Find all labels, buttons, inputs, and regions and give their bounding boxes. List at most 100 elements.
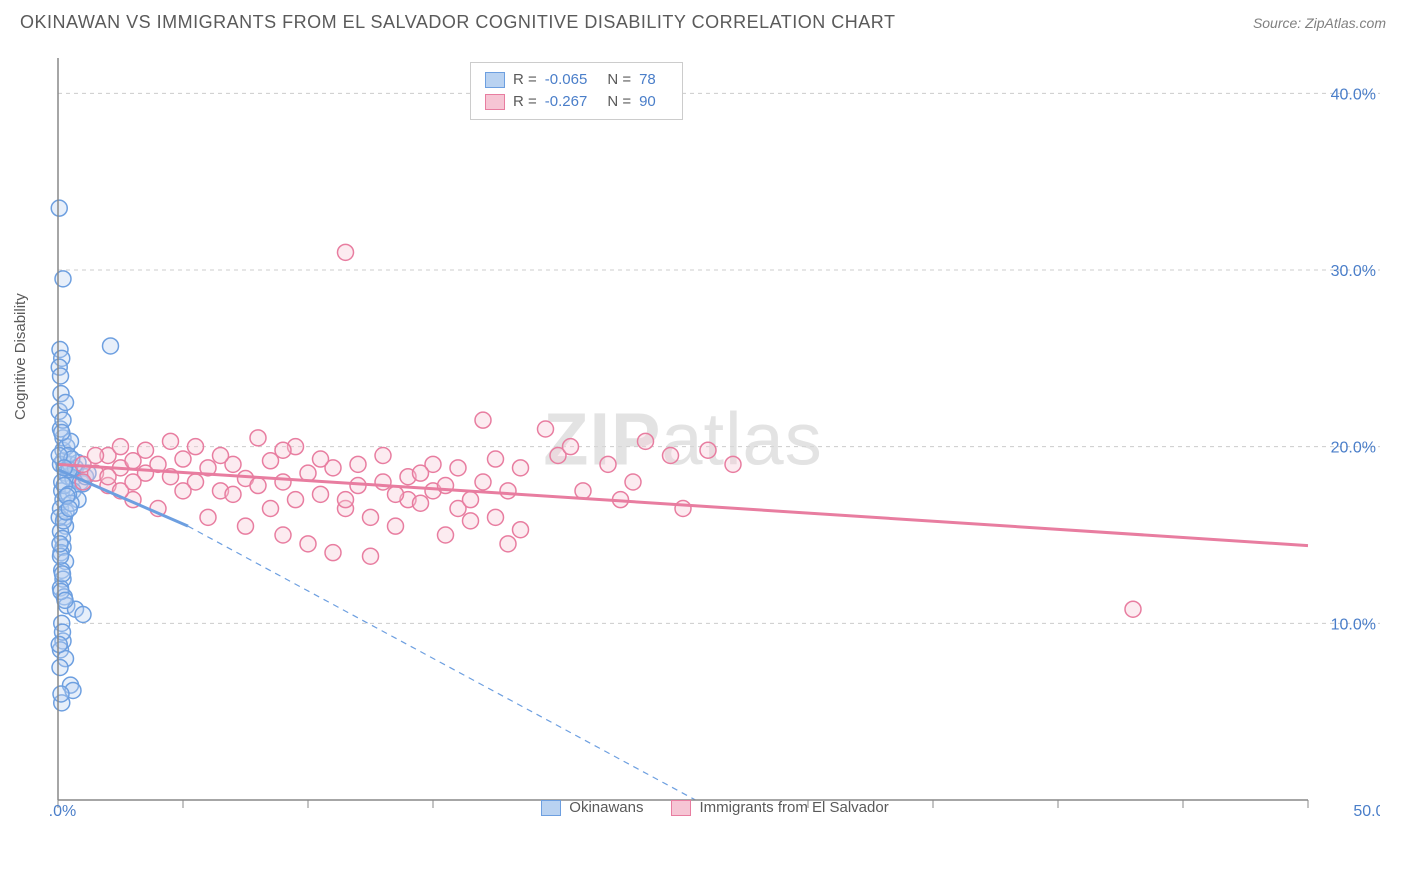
data-point: [450, 460, 466, 476]
correlation-row: R = -0.065 N = 78: [485, 69, 668, 91]
y-tick-label: 10.0%: [1331, 616, 1376, 633]
data-point: [75, 607, 91, 623]
data-point: [313, 451, 329, 467]
data-point: [538, 421, 554, 437]
data-point: [125, 474, 141, 490]
data-point: [663, 448, 679, 464]
data-point: [238, 518, 254, 534]
data-point: [600, 456, 616, 472]
source-attribution: Source: ZipAtlas.com: [1253, 15, 1386, 31]
r-label: R =: [513, 69, 537, 91]
n-label: N =: [607, 91, 631, 113]
y-tick-label: 40.0%: [1331, 86, 1376, 103]
data-point: [388, 518, 404, 534]
data-point: [53, 368, 69, 384]
data-point: [413, 465, 429, 481]
data-point: [175, 451, 191, 467]
legend-item: Immigrants from El Salvador: [671, 799, 888, 816]
legend-item: Okinawans: [541, 799, 643, 816]
series-swatch: [671, 800, 691, 816]
data-point: [388, 486, 404, 502]
data-point: [575, 483, 591, 499]
data-point: [250, 430, 266, 446]
data-point: [488, 509, 504, 525]
data-point: [725, 456, 741, 472]
data-point: [500, 483, 516, 499]
data-point: [175, 483, 191, 499]
correlation-row: R = -0.267 N = 90: [485, 91, 668, 113]
legend-label: Immigrants from El Salvador: [699, 799, 888, 816]
data-point: [200, 509, 216, 525]
legend-label: Okinawans: [569, 799, 643, 816]
data-point: [100, 469, 116, 485]
data-point: [263, 501, 279, 517]
data-point: [250, 478, 266, 494]
trend-extrapolation: [188, 526, 696, 800]
chart-title: OKINAWAN VS IMMIGRANTS FROM EL SALVADOR …: [20, 12, 895, 33]
data-point: [375, 448, 391, 464]
data-point: [363, 509, 379, 525]
series-swatch: [485, 94, 505, 110]
data-point: [88, 448, 104, 464]
data-point: [188, 439, 204, 455]
data-point: [275, 527, 291, 543]
data-point: [438, 527, 454, 543]
data-point: [463, 492, 479, 508]
data-point: [625, 474, 641, 490]
source-link[interactable]: ZipAtlas.com: [1305, 15, 1386, 31]
data-point: [488, 451, 504, 467]
data-point: [563, 439, 579, 455]
data-point: [58, 395, 74, 411]
watermark: ZIPatlas: [543, 397, 822, 480]
data-point: [475, 412, 491, 428]
data-point: [55, 566, 71, 582]
y-tick-label: 20.0%: [1331, 440, 1376, 457]
series-legend: Okinawans Immigrants from El Salvador: [50, 799, 1380, 816]
data-point: [103, 338, 119, 354]
data-point: [53, 686, 69, 702]
data-point: [52, 536, 68, 552]
y-tick-label: 30.0%: [1331, 263, 1376, 280]
data-point: [52, 660, 68, 676]
data-point: [375, 474, 391, 490]
data-point: [213, 448, 229, 464]
n-value: 78: [639, 69, 656, 91]
data-point: [350, 456, 366, 472]
data-point: [463, 513, 479, 529]
data-point: [513, 460, 529, 476]
data-point: [700, 442, 716, 458]
data-point: [275, 474, 291, 490]
data-point: [1125, 601, 1141, 617]
r-label: R =: [513, 91, 537, 113]
correlation-legend: R = -0.065 N = 78 R = -0.267 N = 90: [470, 62, 683, 120]
data-point: [61, 501, 77, 517]
series-swatch: [485, 72, 505, 88]
data-point: [288, 492, 304, 508]
data-point: [275, 442, 291, 458]
data-point: [675, 501, 691, 517]
data-point: [225, 486, 241, 502]
chart-area: 10.0%20.0%30.0%40.0%ZIPatlas0.0%50.0% R …: [50, 58, 1380, 818]
data-point: [338, 492, 354, 508]
r-value: -0.267: [545, 91, 588, 113]
data-point: [513, 522, 529, 538]
data-point: [500, 536, 516, 552]
data-point: [638, 433, 654, 449]
data-point: [313, 486, 329, 502]
data-point: [475, 474, 491, 490]
data-point: [338, 244, 354, 260]
data-point: [413, 495, 429, 511]
data-point: [325, 545, 341, 561]
data-point: [54, 425, 70, 441]
data-point: [138, 442, 154, 458]
series-swatch: [541, 800, 561, 816]
n-label: N =: [607, 69, 631, 91]
y-axis-label: Cognitive Disability: [12, 293, 29, 420]
data-point: [163, 433, 179, 449]
n-value: 90: [639, 91, 656, 113]
data-point: [363, 548, 379, 564]
data-point: [113, 439, 129, 455]
r-value: -0.065: [545, 69, 588, 91]
data-point: [57, 592, 73, 608]
data-point: [51, 200, 67, 216]
